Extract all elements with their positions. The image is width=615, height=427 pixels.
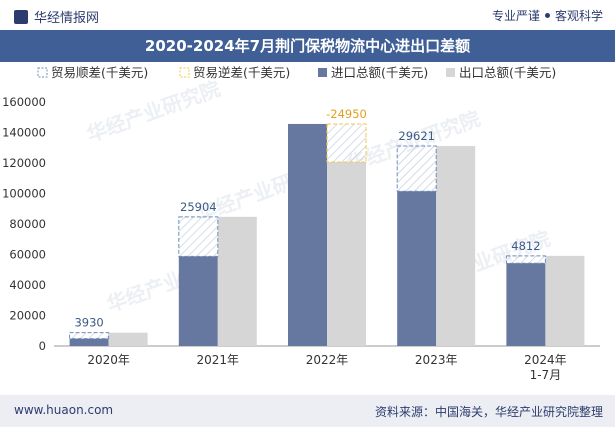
legend-label: 进口总额(千美元): [331, 65, 428, 80]
balance-label: 29621: [398, 129, 435, 143]
surplus-box: [69, 332, 110, 340]
surplus-box: [178, 216, 219, 257]
legend: 贸易顺差(千美元) 贸易逆差(千美元) 进口总额(千美元) 出口总额(千美元): [37, 65, 556, 80]
separator-dot-icon: [544, 13, 550, 18]
x-tick-label: 2024年: [524, 353, 567, 367]
x-tick-label: 1-7月: [530, 368, 562, 382]
legend-swatch-export: [446, 68, 455, 77]
balance-label: -24950: [326, 107, 367, 121]
header-tags: 专业严谨 客观科学: [492, 7, 603, 24]
import-bar: [506, 263, 546, 346]
y-tick-label: 0: [39, 339, 46, 353]
website-link[interactable]: www.huaon.com: [14, 403, 114, 417]
footer: www.huaon.com 资料来源：中国海关，华经产业研究院整理: [0, 395, 615, 427]
deficit-box: [326, 123, 367, 163]
chart-title: 2020-2024年7月荆门保税物流中心进出口差额: [144, 37, 471, 55]
export-bar: [436, 146, 476, 346]
balance-label: 3930: [74, 316, 103, 330]
y-tick-label: 100000: [2, 187, 46, 201]
y-tick-label: 120000: [2, 156, 46, 170]
top-bar: 华经情报网 专业严谨 客观科学: [0, 0, 615, 30]
legend-swatch-deficit: [179, 67, 190, 78]
export-bar: [108, 332, 148, 346]
export-bar: [217, 216, 257, 346]
import-bar: [178, 256, 218, 346]
legend-swatch-surplus: [37, 67, 48, 78]
x-tick-label: 2020年: [87, 353, 130, 367]
surplus-box: [396, 145, 437, 192]
legend-label: 贸易逆差(千美元): [193, 65, 290, 80]
import-bar: [397, 191, 437, 346]
watermark-text: 华经产业研究院: [84, 76, 224, 146]
import-bar: [288, 123, 327, 347]
x-tick-label: 2021年: [197, 353, 240, 367]
legend-label: 贸易顺差(千美元): [51, 65, 148, 80]
source-note: 资料来源：中国海关，华经产业研究院整理: [374, 405, 603, 419]
brand-name: 华经情报网: [34, 11, 100, 26]
title-bar: 2020-2024年7月荆门保税物流中心进出口差额: [0, 30, 615, 62]
legend-swatch-import: [318, 68, 327, 77]
y-tick-label: 20000: [9, 309, 46, 323]
import-bar: [69, 338, 109, 346]
y-tick-label: 40000: [9, 278, 46, 292]
brand: 华经情报网: [14, 7, 99, 26]
tag-professional: 专业严谨: [491, 9, 540, 23]
surplus-box: [505, 255, 546, 264]
brand-logo-icon: [14, 10, 28, 24]
y-tick-label: 160000: [2, 95, 46, 109]
y-tick-label: 140000: [2, 126, 46, 140]
bars-layer: 3930 25904 -24950 29621 4812: [69, 107, 585, 347]
export-bar: [545, 255, 585, 346]
y-tick-label: 80000: [9, 217, 46, 231]
export-bar: [327, 162, 366, 346]
balance-label: 25904: [180, 200, 217, 214]
x-tick-label: 2023年: [415, 353, 458, 367]
y-tick-label: 60000: [9, 248, 46, 262]
x-tick-label: 2022年: [306, 353, 349, 367]
balance-label: 4812: [511, 239, 540, 253]
tag-objective: 客观科学: [554, 9, 603, 23]
legend-label: 出口总额(千美元): [459, 65, 556, 80]
